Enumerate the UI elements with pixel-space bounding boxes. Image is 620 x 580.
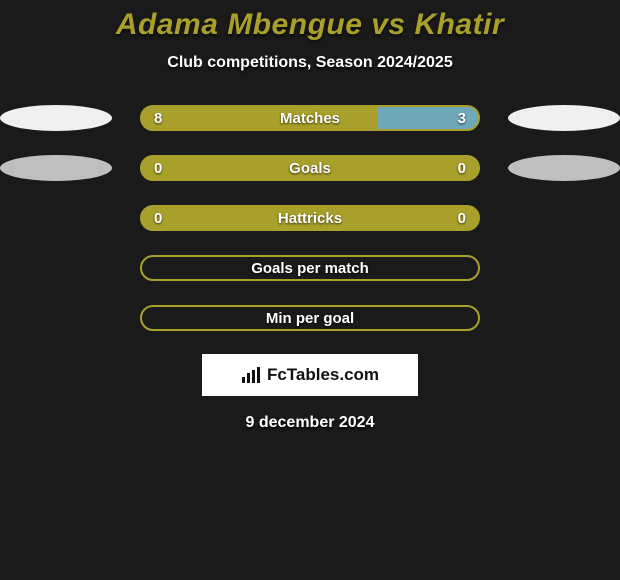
stat-value-right: 3 — [458, 107, 466, 129]
stat-value-right: 0 — [458, 157, 466, 179]
logo-chart-icon — [241, 366, 263, 384]
stat-label: Min per goal — [142, 307, 478, 329]
stat-bar: Hattricks0 0 — [140, 205, 480, 231]
stat-row: Min per goal — [0, 304, 620, 332]
stat-bar: Goals0 0 — [140, 155, 480, 181]
page-title: Adama Mbengue vs Khatir — [0, 8, 620, 42]
stat-value-right: 0 — [458, 207, 466, 229]
stat-bar: Goals per match — [140, 255, 480, 281]
stat-row: Goals per match — [0, 254, 620, 282]
stat-row: Matches8 3 — [0, 104, 620, 132]
subtitle: Club competitions, Season 2024/2025 — [0, 54, 620, 72]
comparison-infographic: Adama Mbengue vs Khatir Club competition… — [0, 0, 620, 432]
stat-value-left: 0 — [154, 157, 162, 179]
stat-label: Goals — [142, 157, 478, 179]
stat-rows: Matches83Goals00Hattricks00Goals per mat… — [0, 104, 620, 332]
stat-value-left: 0 — [154, 207, 162, 229]
player-left-ellipse — [0, 155, 112, 181]
logo-box: FcTables.com — [202, 354, 418, 396]
stat-label: Matches — [142, 107, 478, 129]
stat-label: Goals per match — [142, 257, 478, 279]
player-right-ellipse — [508, 105, 620, 131]
stat-bar: Matches8 3 — [140, 105, 480, 131]
stat-bar: Min per goal — [140, 305, 480, 331]
player-left-ellipse — [0, 105, 112, 131]
stat-row: Hattricks0 0 — [0, 204, 620, 232]
stat-value-left: 8 — [154, 107, 162, 129]
date-label: 9 december 2024 — [0, 414, 620, 432]
stat-label: Hattricks — [142, 207, 478, 229]
logo-text: FcTables.com — [267, 365, 379, 385]
player-right-ellipse — [508, 155, 620, 181]
stat-row: Goals0 0 — [0, 154, 620, 182]
